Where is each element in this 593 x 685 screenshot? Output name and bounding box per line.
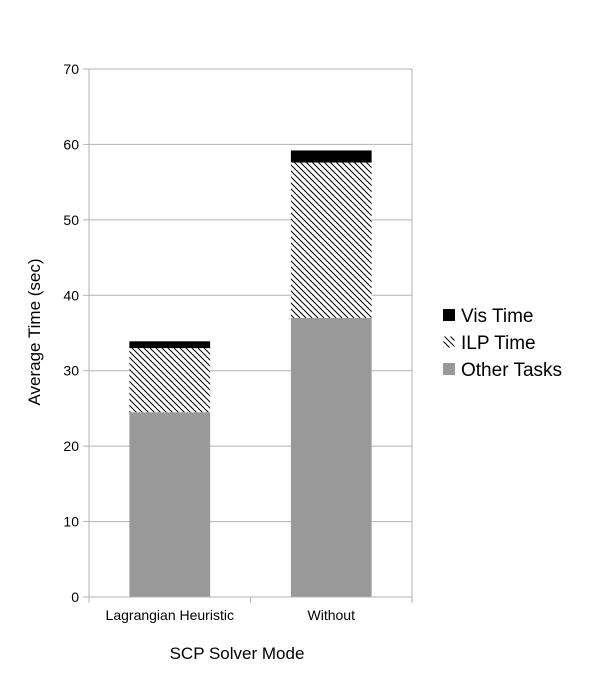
legend-swatch	[443, 309, 455, 321]
y-axis-title: Average Time (sec)	[25, 258, 44, 405]
bar-segment	[290, 162, 372, 318]
y-tick-label: 20	[63, 438, 79, 454]
bars	[129, 150, 372, 597]
legend-swatch	[443, 363, 455, 375]
x-tick-label: Without	[308, 607, 356, 623]
legend: Vis Time ILP Time Other Tasks	[442, 306, 562, 381]
legend-label: Vis Time	[461, 306, 534, 327]
bar-segment	[129, 341, 211, 349]
x-axis-title: SCP Solver Mode	[170, 644, 305, 663]
legend-label: ILP Time	[461, 333, 536, 354]
legend-label: Other Tasks	[461, 360, 562, 381]
y-tick-label: 70	[63, 61, 79, 77]
y-tick-labels: 0 10 20 30 40 50 60 70	[63, 61, 79, 605]
y-tick-label: 50	[63, 212, 79, 228]
y-tick-label: 0	[71, 589, 79, 605]
y-tick-label: 30	[63, 363, 79, 379]
y-tick-label: 60	[63, 136, 79, 152]
axes	[83, 68, 413, 603]
y-tick-label: 40	[63, 287, 79, 303]
y-tick-label: 10	[63, 514, 79, 530]
bar-segment	[290, 317, 372, 597]
x-tick-labels: Lagrangian Heuristic Without	[106, 607, 356, 623]
bar-segment	[290, 150, 372, 163]
legend-swatch	[442, 335, 456, 349]
x-tick-label: Lagrangian Heuristic	[106, 607, 234, 623]
bar-segment	[129, 412, 211, 597]
bar-segment	[129, 348, 211, 413]
